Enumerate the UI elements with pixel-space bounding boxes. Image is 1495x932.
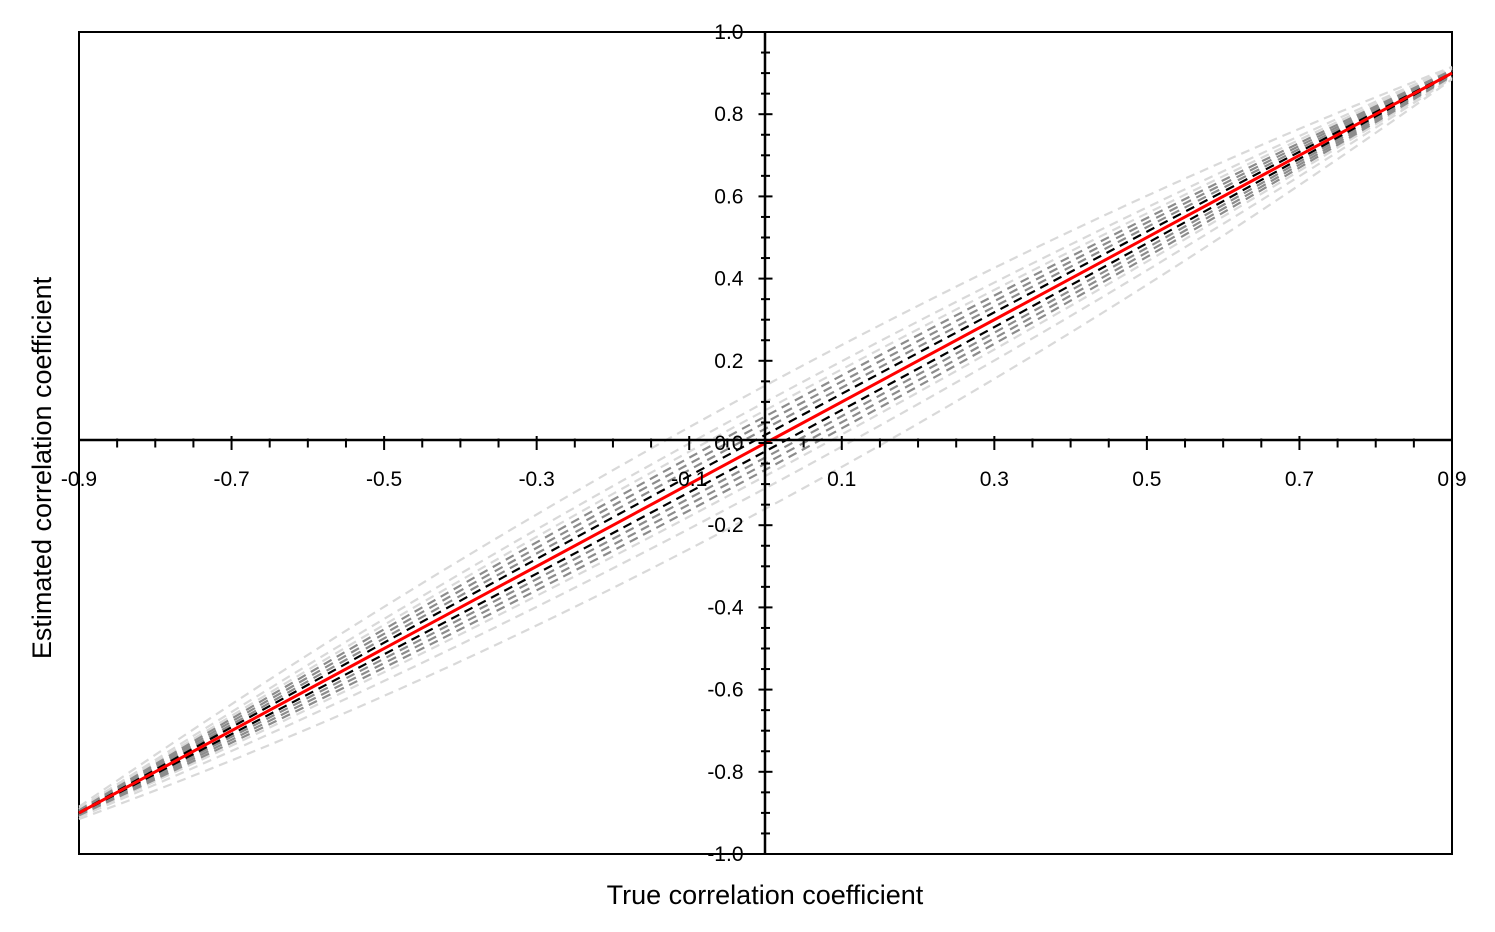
y-tick-label: -0.4 <box>707 596 744 619</box>
x-tick-label: 0.3 <box>980 468 1009 491</box>
x-tick-label: 0.9 <box>1437 468 1466 491</box>
x-tick-label: -0.7 <box>213 468 249 491</box>
y-tick-label: 0.8 <box>714 103 743 126</box>
x-tick-label: -0.5 <box>366 468 402 491</box>
x-tick-label: -0.3 <box>519 468 555 491</box>
y-tick-label: 0.0 <box>714 432 743 455</box>
x-tick-label: 0.5 <box>1132 468 1161 491</box>
y-tick-label: -1.0 <box>707 843 743 866</box>
y-tick-label: -0.6 <box>707 679 743 702</box>
x-tick-label: 0.1 <box>827 468 856 491</box>
y-tick-label: -0.8 <box>707 761 743 784</box>
x-tick-label: -0.1 <box>671 468 707 491</box>
x-tick-label: -0.9 <box>61 468 97 491</box>
y-axis-title: Estimated correlation coefficient <box>27 276 57 659</box>
series-line-6 <box>78 67 1453 811</box>
tick-label-layer: -0.9 -0.7 -0.5 -0.3 -0.1 0.1 0.3 0.5 0.7 0.9 -1.0 -… <box>61 21 1467 866</box>
x-tick-label: 0.7 <box>1285 468 1314 491</box>
x-axis-title: True correlation coefficient <box>607 880 924 910</box>
series-line-2 <box>78 65 1453 808</box>
series-line-13 <box>78 72 1453 815</box>
tick-layer <box>78 31 1453 855</box>
y-tick-label: 1.0 <box>714 21 743 44</box>
y-tick-label: 0.2 <box>714 350 743 373</box>
y-tick-label: 0.6 <box>714 185 743 208</box>
y-tick-label: 0.4 <box>714 268 744 291</box>
y-tick-label: -0.2 <box>707 514 743 537</box>
